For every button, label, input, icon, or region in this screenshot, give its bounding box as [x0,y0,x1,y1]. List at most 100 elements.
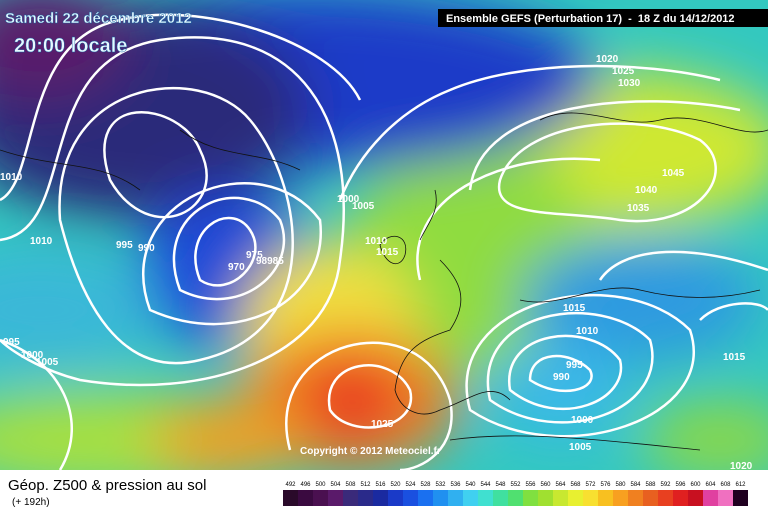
isobar-label: 1010 [365,236,388,247]
colorbar-label: 540 [465,482,476,488]
isobar-label: 1005 [569,442,592,453]
colorbar-cell [523,490,538,506]
isobar-label: 995 [116,240,133,251]
run-info: Ensemble GEFS (Perturbation 17) - 18 Z d… [446,13,735,25]
colorbar-cell [538,490,553,506]
colorbar-label: 596 [675,482,686,488]
colorbar-cell [283,490,298,506]
isobar-label: 1020 [596,54,619,65]
colorbar-label: 600 [690,482,701,488]
colorbar-label: 504 [330,482,341,488]
local-time: 20:00 locale [14,35,127,57]
isobar-label: 1015 [376,247,399,258]
colorbar-label: 492 [285,482,296,488]
date: Samedi 22 décembre 2012 [5,10,192,27]
colorbar-label: 508 [345,482,356,488]
colorbar-label: 524 [405,482,416,488]
isobar-label: 990 [553,372,570,383]
isobar-label: 1015 [563,303,586,314]
colorbar-label: 604 [705,482,716,488]
isobar-label: 1005 [36,357,59,368]
colorbar-cell [343,490,358,506]
colorbar-cell [313,490,328,506]
colorbar-cell [493,490,508,506]
colorbar-label: 532 [435,482,446,488]
isobar-label: 990 [138,243,155,254]
colorbar-label: 584 [630,482,641,488]
isobar-label: 1040 [635,185,658,196]
colorbar-cell [733,490,748,506]
colorbar-label: 568 [570,482,581,488]
colorbar-label: 592 [660,482,671,488]
isobar-label: 1000 [571,415,594,426]
colorbar-cell [463,490,478,506]
colorbar-cell [553,490,568,506]
coastlines [0,112,768,451]
colorbar-cell [298,490,313,506]
isobar-label: 1005 [352,201,375,212]
isobar-label: 975 [246,250,263,261]
colorbar-cell [358,490,373,506]
isobar-label: 1000 [337,194,360,205]
isobar-label: 1010 [576,326,599,337]
colorbar-label: 536 [450,482,461,488]
isobar-label: 995 [566,360,583,371]
isobars [0,13,768,470]
isobar-label: 1020 [730,461,753,472]
colorbar-cell [703,490,718,506]
isobar-label: 1025 [612,66,635,77]
isobar-label: 1000 [21,350,44,361]
colorbar-label: 512 [360,482,371,488]
colorbar-cell [643,490,658,506]
colorbar-label: 608 [720,482,731,488]
colorbar-cell [658,490,673,506]
colorbar-label: 588 [645,482,656,488]
colorbar-label: 496 [300,482,311,488]
colorbar-cell [388,490,403,506]
colorbar-cell [418,490,433,506]
isobar-label: 1030 [618,78,641,89]
map-field [0,0,768,470]
colorbar-cell [718,490,733,506]
isobar-label: 970 [228,262,245,273]
colorbar-cell [673,490,688,506]
colorbar-cell [403,490,418,506]
colorbar-label: 552 [510,482,521,488]
colorbar-cell [433,490,448,506]
colorbar-cell [628,490,643,506]
colorbar-cell [598,490,613,506]
colorbar-label: 500 [315,482,326,488]
isobar-label: 1045 [662,168,685,179]
isobar-label: 1010 [0,172,23,183]
colorbar-cell [688,490,703,506]
copyright: Copyright © 2012 Meteociel.fr [300,446,441,457]
colorbar-label: 576 [600,482,611,488]
colorbar-cell [478,490,493,506]
colorbar-label: 556 [525,482,536,488]
legend-subtitle: (+ 192h) [12,497,50,508]
run-banner [438,9,768,27]
colorbar-label: 612 [735,482,746,488]
colorbar-cell [328,490,343,506]
colorbar-cell [583,490,598,506]
isobar-label: 1025 [371,419,394,430]
colorbar-label: 544 [480,482,491,488]
colorbar-label: 560 [540,482,551,488]
colorbar-label: 548 [495,482,506,488]
legend-title: Géop. Z500 & pression au sol [8,477,206,494]
colorbar: 492 496 500 504 508 512 516 520 524 528 532 536 540 5… [283,482,748,506]
colorbar-cell [448,490,463,506]
colorbar-label: 564 [555,482,566,488]
colorbar-label: 528 [420,482,431,488]
colorbar-label: 520 [390,482,401,488]
colorbar-cell [373,490,388,506]
colorbar-cell [568,490,583,506]
colorbar-cell [613,490,628,506]
colorbar-cell [508,490,523,506]
isobar-label: 995 [3,337,20,348]
colorbar-label: 580 [615,482,626,488]
isobar-label: 1015 [723,352,746,363]
isobar-label: 1035 [627,203,650,214]
